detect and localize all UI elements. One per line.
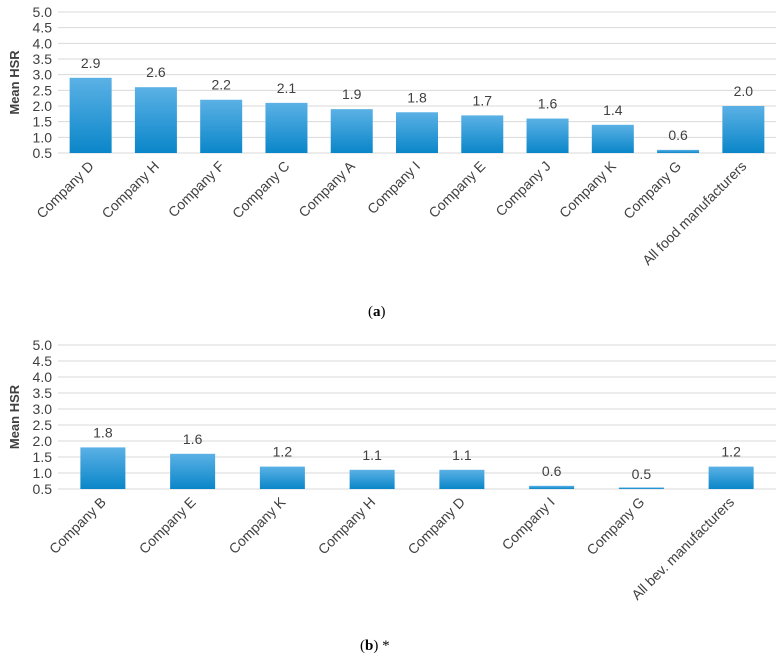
- y-tick-label: 1.0: [33, 129, 53, 145]
- x-category-label: Company K: [225, 493, 289, 557]
- x-category-label: Company B: [46, 494, 109, 557]
- bar: [722, 106, 765, 153]
- x-category-label: Company G: [583, 494, 647, 558]
- x-category-label: Company J: [492, 158, 553, 219]
- bar: [170, 453, 216, 489]
- bar: [134, 87, 177, 153]
- data-label: 0.6: [668, 127, 688, 143]
- x-category-label: Company H: [315, 494, 379, 558]
- data-label: 2.9: [81, 55, 101, 71]
- data-label: 0.5: [632, 466, 652, 482]
- x-category-label: Company A: [295, 157, 358, 220]
- bar: [618, 487, 664, 489]
- x-category-label: All bev. manufacturers: [628, 494, 737, 603]
- data-label: 2.2: [211, 77, 231, 93]
- x-category-label: Company D: [404, 494, 468, 558]
- bar: [80, 447, 126, 489]
- bar: [265, 102, 308, 153]
- data-label: 0.6: [542, 463, 562, 479]
- data-label: 1.8: [407, 89, 427, 105]
- data-label: 1.4: [603, 102, 623, 118]
- bar: [349, 469, 395, 489]
- y-tick-label: 3.0: [33, 401, 53, 417]
- y-tick-label: 3.0: [33, 67, 53, 83]
- x-category-label: Company I: [364, 158, 423, 217]
- caption-letter: a: [373, 304, 381, 320]
- y-tick-label: 1.0: [33, 465, 53, 481]
- bar: [526, 118, 569, 153]
- x-category-label: Company G: [620, 158, 684, 222]
- bar: [591, 124, 634, 153]
- x-category-label: Company E: [425, 158, 488, 221]
- data-label: 1.7: [473, 92, 493, 108]
- caption-letter: b: [365, 638, 374, 654]
- y-axis-title: Mean HSR: [7, 50, 22, 115]
- caption-suffix: *: [378, 638, 390, 654]
- y-tick-label: 3.5: [33, 385, 53, 401]
- chart-a-caption: (a): [368, 304, 386, 321]
- y-tick-label: 3.5: [33, 51, 53, 67]
- bar: [259, 466, 305, 489]
- caption-open: (: [360, 638, 365, 654]
- y-tick-label: 4.5: [33, 20, 53, 36]
- x-category-label: Company E: [136, 494, 199, 557]
- x-category-label: Company H: [98, 158, 162, 222]
- chart-b-caption: (b) *: [360, 638, 390, 655]
- y-tick-label: 0.5: [33, 481, 53, 497]
- x-category-label: Company I: [499, 494, 558, 553]
- bar: [439, 469, 485, 489]
- y-tick-label: 4.0: [33, 35, 53, 51]
- data-label: 1.8: [93, 424, 113, 440]
- y-tick-label: 4.5: [33, 353, 53, 369]
- data-label: 1.2: [721, 444, 741, 460]
- bar: [396, 112, 438, 153]
- y-tick-label: 5.0: [33, 337, 53, 353]
- y-tick-label: 2.0: [33, 98, 53, 114]
- data-label: 1.1: [452, 447, 472, 463]
- y-tick-label: 5.0: [33, 4, 53, 20]
- x-category-label: Company D: [33, 158, 97, 222]
- caption-open: (: [368, 304, 373, 320]
- data-label: 2.1: [277, 80, 297, 96]
- bar: [657, 149, 700, 153]
- bar: [708, 466, 754, 489]
- caption-close: ): [380, 304, 386, 320]
- bar: [330, 109, 373, 153]
- bar: [200, 99, 243, 153]
- y-tick-label: 2.5: [33, 417, 53, 433]
- bar: [529, 485, 575, 489]
- x-category-label: Company F: [165, 158, 227, 220]
- data-label: 2.6: [146, 64, 166, 80]
- bar: [69, 77, 112, 153]
- y-tick-label: 1.5: [33, 114, 53, 130]
- y-tick-label: 2.5: [33, 82, 53, 98]
- data-label: 1.6: [183, 431, 203, 447]
- y-axis-title: Mean HSR: [7, 384, 22, 449]
- data-label: 1.9: [342, 86, 362, 102]
- caption-close: ): [373, 638, 379, 654]
- y-tick-label: 0.5: [33, 145, 53, 161]
- y-tick-label: 4.0: [33, 369, 53, 385]
- y-tick-label: 1.5: [33, 449, 53, 465]
- y-tick-label: 2.0: [33, 433, 53, 449]
- x-category-label: Company C: [229, 158, 293, 222]
- data-label: 1.1: [362, 447, 382, 463]
- data-label: 1.2: [273, 444, 293, 460]
- bar: [461, 115, 504, 153]
- data-label: 2.0: [734, 83, 754, 99]
- data-label: 1.6: [538, 96, 558, 112]
- x-category-label: Company K: [556, 157, 620, 221]
